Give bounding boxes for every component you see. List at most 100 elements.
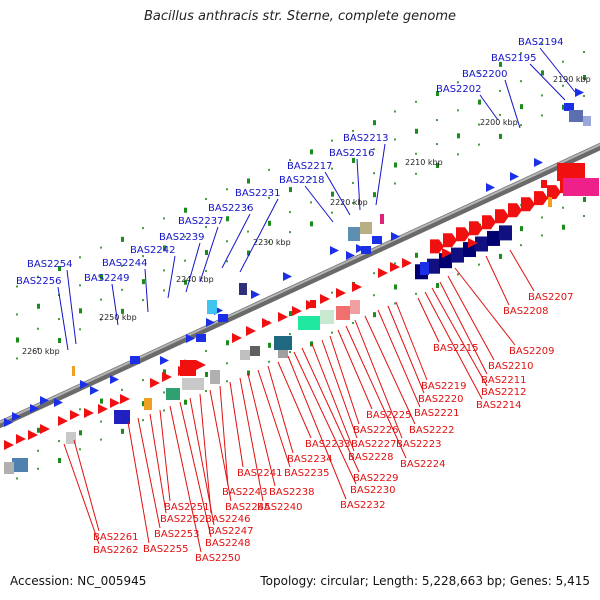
- upper-gene-label[interactable]: BAS2249: [84, 273, 130, 284]
- lower-gene-label[interactable]: BAS2240: [257, 502, 303, 513]
- lower-gene-label[interactable]: BAS2227: [351, 439, 397, 450]
- upper-gene-label[interactable]: BAS2242: [130, 245, 176, 256]
- lower-gene-label[interactable]: BAS2208: [503, 306, 549, 317]
- lower-leader-line: [395, 301, 428, 381]
- guide-dot: [268, 220, 271, 226]
- lower-gene-label[interactable]: BAS2229: [353, 473, 399, 484]
- lower-gene-label[interactable]: BAS2245: [225, 502, 271, 513]
- guide-dot: [520, 80, 522, 83]
- upper-gene-label[interactable]: BAS2236: [208, 203, 254, 214]
- lower-gene-label[interactable]: BAS2220: [418, 394, 464, 405]
- lower-gene-label[interactable]: BAS2223: [396, 439, 442, 450]
- lower-leader-line: [345, 325, 407, 459]
- guide-dot: [394, 182, 396, 185]
- upper-leader-line: [185, 242, 201, 293]
- lower-gene-label[interactable]: BAS2251: [164, 502, 210, 513]
- lower-gene-label[interactable]: BAS2225: [366, 410, 412, 421]
- lower-gene-label[interactable]: BAS2233: [305, 439, 351, 450]
- lower-gene-label[interactable]: BAS2214: [476, 400, 522, 411]
- feature-box: [240, 350, 250, 360]
- lower-leader-line: [73, 439, 100, 532]
- lower-gene-label[interactable]: BAS2222: [409, 425, 455, 436]
- lower-gene-label[interactable]: BAS2224: [400, 459, 446, 470]
- gene-arrow: [320, 294, 330, 304]
- lower-gene-label[interactable]: BAS2262: [93, 545, 139, 556]
- gene-arrow: [246, 326, 256, 336]
- lower-leader-line: [137, 417, 161, 529]
- lower-gene-label[interactable]: BAS2255: [143, 544, 189, 555]
- upper-gene-label[interactable]: BAS2213: [343, 133, 389, 144]
- lower-gene-label[interactable]: BAS2210: [488, 361, 534, 372]
- lower-gene-label[interactable]: BAS2252: [160, 514, 206, 525]
- guide-dot: [499, 89, 501, 92]
- gene-arrow: [150, 378, 160, 388]
- upper-gene-label[interactable]: BAS2244: [102, 258, 148, 269]
- feature-box: [475, 236, 488, 252]
- guide-dot: [520, 244, 522, 247]
- gene-arrow: [58, 416, 68, 426]
- gene-arrow: [12, 412, 21, 421]
- lower-gene-label[interactable]: BAS2215: [433, 343, 479, 354]
- upper-gene-label[interactable]: BAS2231: [235, 188, 281, 199]
- lower-leader-line: [354, 319, 403, 439]
- lower-gene-label[interactable]: BAS2221: [414, 408, 460, 419]
- upper-gene-label[interactable]: BAS2216: [329, 148, 375, 159]
- guide-dot: [100, 398, 103, 404]
- upper-gene-label[interactable]: BAS2200: [462, 69, 508, 80]
- lower-gene-label[interactable]: BAS2230: [350, 485, 396, 496]
- upper-gene-label[interactable]: BAS2239: [159, 232, 205, 243]
- gene-arrow: [110, 375, 119, 384]
- upper-leader-line: [239, 198, 279, 273]
- guide-dot: [541, 42, 543, 45]
- guide-dot: [16, 477, 18, 480]
- guide-dot: [562, 84, 564, 87]
- guide-dot: [457, 133, 460, 139]
- gene-arrow: [442, 248, 452, 258]
- lower-gene-label[interactable]: BAS2235: [284, 468, 330, 479]
- lower-gene-label[interactable]: BAS2219: [421, 381, 467, 392]
- lower-gene-label[interactable]: BAS2246: [205, 514, 251, 525]
- guide-dot: [100, 274, 103, 280]
- lower-gene-label[interactable]: BAS2228: [348, 452, 394, 463]
- upper-gene-label[interactable]: BAS2218: [279, 175, 325, 186]
- lower-gene-label[interactable]: BAS2234: [287, 454, 333, 465]
- feature-box: [182, 378, 204, 390]
- lower-leader-line: [229, 381, 244, 468]
- upper-gene-label[interactable]: BAS2256: [16, 276, 62, 287]
- upper-gene-label[interactable]: BAS2254: [27, 259, 73, 270]
- lower-gene-label[interactable]: BAS2238: [269, 487, 315, 498]
- guide-dot: [478, 71, 480, 74]
- scale-label: 2260 kbp: [22, 347, 60, 356]
- topology-label: Topology: circular; Length: 5,228,663 bp…: [260, 574, 590, 588]
- upper-gene-label[interactable]: BAS2195: [491, 53, 537, 64]
- lower-gene-label[interactable]: BAS2211: [481, 375, 527, 386]
- lower-gene-label[interactable]: BAS2209: [509, 346, 555, 357]
- lower-leader-line: [63, 443, 100, 545]
- lower-gene-label[interactable]: BAS2212: [481, 387, 527, 398]
- lower-gene-label[interactable]: BAS2247: [208, 526, 254, 537]
- upper-leader-line: [221, 213, 251, 269]
- lower-gene-label[interactable]: BAS2241: [237, 468, 283, 479]
- lower-gene-label[interactable]: BAS2226: [353, 425, 399, 436]
- upper-gene-label[interactable]: BAS2202: [436, 84, 482, 95]
- upper-gene-label[interactable]: BAS2217: [287, 161, 333, 172]
- feature-box: [210, 370, 220, 384]
- guide-dot: [331, 291, 333, 294]
- lower-gene-label[interactable]: BAS2207: [528, 292, 574, 303]
- upper-gene-label[interactable]: BAS2237: [178, 216, 224, 227]
- lower-gene-label[interactable]: BAS2250: [195, 553, 241, 564]
- guide-dot: [142, 299, 144, 302]
- feature-box: [239, 283, 247, 295]
- guide-dot: [247, 370, 250, 376]
- lower-gene-label[interactable]: BAS2248: [205, 538, 251, 549]
- lower-gene-label[interactable]: BAS2243: [222, 487, 268, 498]
- lower-gene-label[interactable]: BAS2261: [93, 532, 139, 543]
- lower-gene-label[interactable]: BAS2232: [340, 500, 386, 511]
- guide-dot: [142, 419, 144, 422]
- lower-gene-label[interactable]: BAS2253: [154, 529, 200, 540]
- upper-gene-label[interactable]: BAS2194: [518, 37, 564, 48]
- guide-dot: [331, 211, 333, 214]
- guide-dot: [520, 226, 523, 232]
- guide-dot: [205, 269, 207, 272]
- guide-dot: [436, 91, 439, 97]
